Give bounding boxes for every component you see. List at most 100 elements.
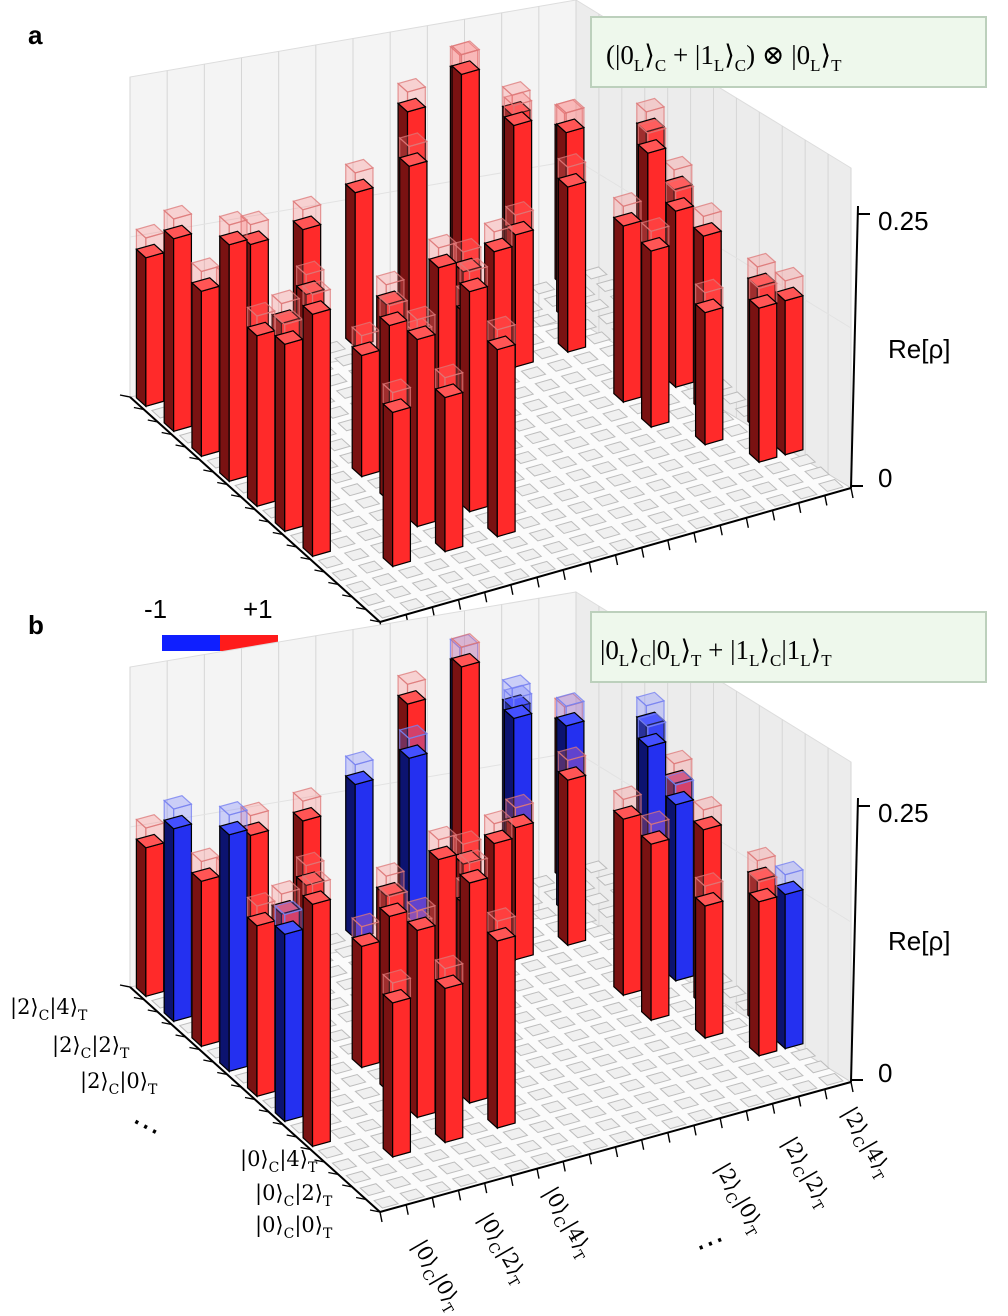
bar-side-face [135,247,147,408]
floor-tile [531,313,558,327]
ideal-bar-top [406,305,437,321]
panel-a-z-label: Re[ρ] [888,334,950,364]
floor-tile [683,1044,710,1058]
left-axis-tick [189,1046,200,1051]
bar-side-face [694,896,706,1040]
floor-tile [589,428,616,442]
floor-tile [423,558,450,572]
floor-tile [423,1149,450,1162]
bar-side-face [434,978,446,1144]
floor-tile [359,592,386,607]
left-axis-tick [342,594,353,598]
ideal-bar-top [504,200,535,216]
floor-tile [660,523,687,537]
floor-tile [687,516,714,530]
floor-tile [328,503,355,517]
ideal-bar-top [239,210,270,226]
panel-a-bars [135,40,805,568]
floor-tile [553,488,580,502]
bar-side-face [382,993,394,1159]
left-axis-tick [272,1121,283,1126]
density-bar [274,310,304,533]
ideal-bar-top [246,301,276,317]
front-axis-tick [797,1096,802,1107]
floor-tile [502,1127,529,1141]
bar-top-face [774,880,805,896]
row-tick-label: |2⟩C|4⟩T [10,995,88,1024]
bar-side-face [246,915,258,1098]
floor-tile [503,568,530,582]
panel-b: b -1 +1 sign |0L⟩C|0L⟩T + |1L⟩C|1L⟩T 0.2… [10,591,987,1316]
bar-side-face [274,924,286,1123]
floor-tile [620,1110,647,1124]
floor-tile [725,488,752,502]
floor-tile [328,1093,355,1107]
bar-top-face [292,215,322,231]
front-axis-tick [693,1125,697,1136]
floor-tile [566,1093,594,1107]
bar-front-face [392,997,412,1158]
floor-tile [516,1139,543,1153]
bar-front-face [200,285,220,458]
floor-tile [572,351,599,365]
density-bar [381,378,412,568]
floor-tile [585,924,612,938]
bar-front-face [650,245,670,428]
front-axis-tick [824,1089,828,1100]
floor-tile [669,1032,697,1045]
density-bar [557,153,587,354]
floor-tile [602,1001,629,1015]
floor-tile [537,1035,564,1049]
front-axis-tick [457,599,462,610]
bar-top-face [396,690,427,705]
left-axis-tick [342,1184,353,1188]
ideal-bar-top [292,787,322,802]
floor-tile [647,511,674,525]
floor-tile [643,446,670,460]
density-bar [190,847,221,1048]
floor-tile [476,543,503,557]
floor-tile [357,1150,384,1164]
left-axis-tick [147,419,158,423]
bar-top-face [246,321,276,337]
floor-tile [619,1078,646,1092]
left-axis-tick [230,494,242,498]
floor-tile [585,331,612,345]
ideal-bar-top [162,204,193,220]
bar-side-face [345,182,356,349]
floor-tile [462,530,489,544]
ideal-bar-top [555,692,586,707]
bar-side-face [487,339,498,538]
left-axis-tick [355,1196,367,1201]
bar-top-face [503,111,533,127]
legend-neg-swatch [162,635,220,651]
ideal-bar-top [450,633,481,648]
floor-tile [409,1136,437,1150]
bar-top-face [557,172,587,188]
floor-tile [477,575,504,589]
floor-tile [548,984,575,997]
floor-tile [817,478,844,493]
ideal-bar-top [295,851,326,867]
front-axis-tick [667,539,671,551]
floor-tile [617,453,644,467]
floor-tile [751,481,778,495]
ideal-bar-top [663,749,694,765]
column-tick-label: |2⟩C|4⟩T [833,1103,897,1185]
bar-top-face [458,277,489,293]
left-axis-tick [286,1134,297,1138]
floor-tile [580,1105,607,1119]
floor-tile [345,580,372,594]
floor-tile [513,483,540,497]
ideal-bar-top [274,900,304,916]
floor-tile [520,366,547,380]
bar-front-face [567,181,587,353]
density-bar [246,891,276,1098]
ideal-bar-top [503,91,533,107]
column-tick-label: |2⟩C|2⟩T [773,1133,837,1215]
ideal-bar-top [635,97,666,113]
floor-tile [542,1132,569,1146]
floor-tile [526,495,553,510]
left-axis-tick [258,519,270,523]
front-axis-tick [379,1211,383,1223]
